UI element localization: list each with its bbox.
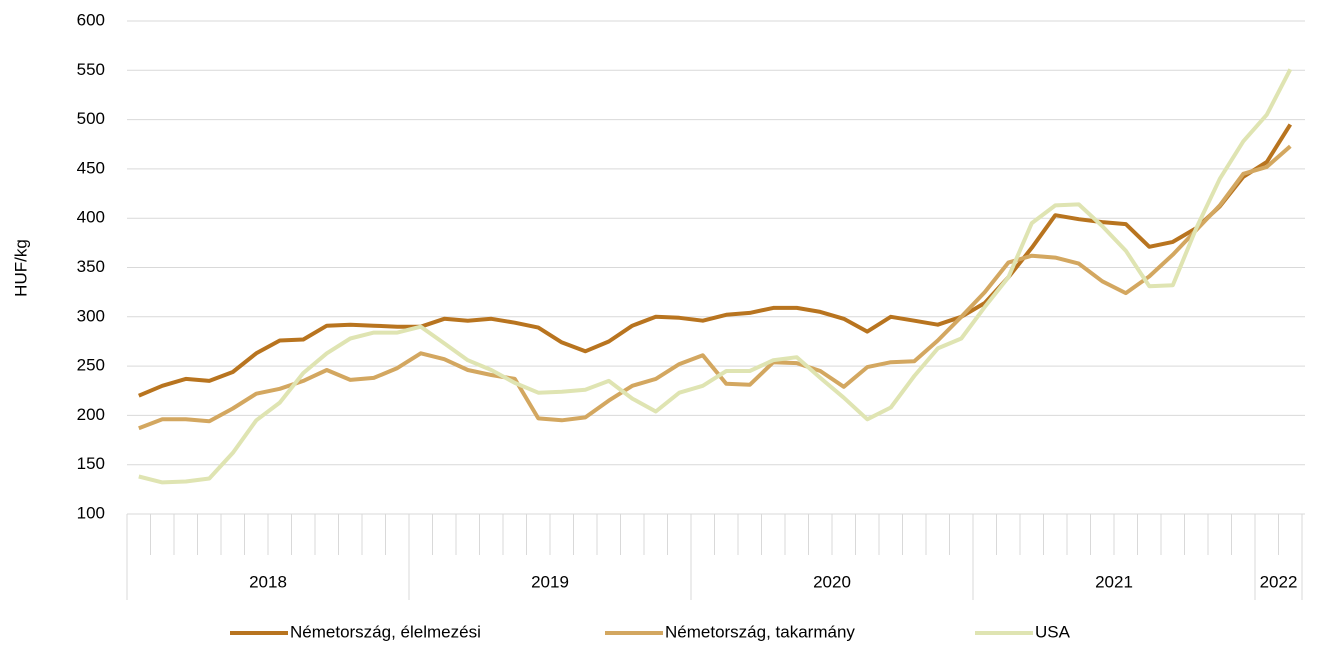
y-tick-label: 550 xyxy=(77,60,105,79)
y-axis-label: HUF/kg xyxy=(11,239,30,297)
x-group-label: 2019 xyxy=(531,572,569,591)
x-group-label: 2021 xyxy=(1095,572,1133,591)
x-group-label: 2020 xyxy=(813,572,851,591)
y-tick-label: 500 xyxy=(77,109,105,128)
legend-label: Németország, takarmány xyxy=(665,622,855,641)
y-tick-label: 150 xyxy=(77,454,105,473)
y-tick-label: 400 xyxy=(77,208,105,227)
y-tick-label: 600 xyxy=(77,10,105,29)
series-line xyxy=(138,144,1292,431)
x-group-label: 2022 xyxy=(1260,572,1298,591)
y-tick-label: 200 xyxy=(77,405,105,424)
y-tick-label: 250 xyxy=(77,356,105,375)
x-group-label: 2018 xyxy=(249,572,287,591)
legend-label: Németország, élelmezési xyxy=(290,622,481,641)
y-tick-label: 300 xyxy=(77,306,105,325)
series-line xyxy=(138,123,1292,398)
y-tick-label: 350 xyxy=(77,257,105,276)
y-tick-label: 450 xyxy=(77,158,105,177)
y-tick-label: 100 xyxy=(77,503,105,522)
legend-label: USA xyxy=(1035,622,1071,641)
series-line xyxy=(138,68,1293,485)
